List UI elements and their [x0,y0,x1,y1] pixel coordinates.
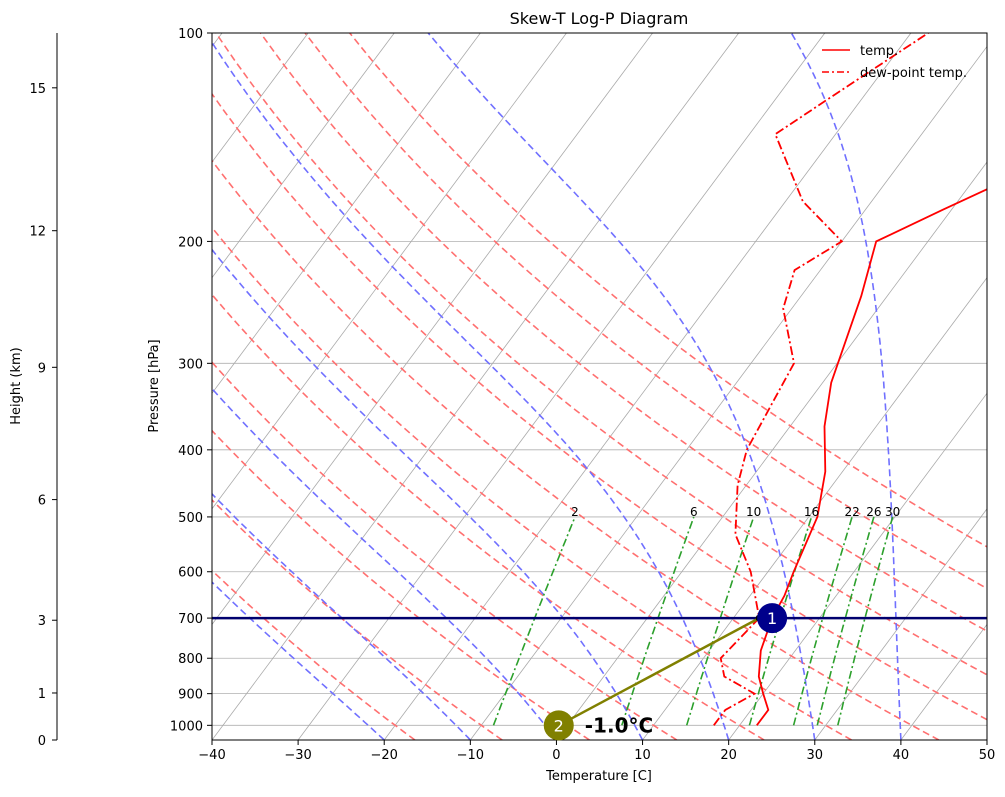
isotherm-line [0,33,394,740]
isotherm-line [0,33,50,740]
height-tick-label: 12 [29,225,46,240]
height-axis-label: Height (km) [9,347,24,424]
mixing-ratio-label: 22 [844,505,859,519]
y-tick-label: 400 [178,444,203,459]
isotherm-line [212,33,739,740]
moist-adiabat-line [0,33,556,740]
y-tick-label: 200 [178,235,203,250]
y-axis-label: Pressure [hPa] [147,339,162,432]
x-axis-label: Temperature [C] [545,769,652,784]
temperature-profile-line [757,33,1005,725]
x-tick-label: 10 [634,748,651,763]
height-tick-label: 9 [38,361,46,376]
x-tick-label: 50 [979,748,996,763]
x-tick-label: −30 [284,748,311,763]
dry-adiabat-line [127,33,939,740]
x-tick-label: 0 [552,748,560,763]
plot-frame [212,33,987,740]
height-tick-label: 3 [38,614,46,629]
y-tick-label: 700 [178,612,203,627]
mixing-ratio-label: 10 [746,505,761,519]
dry-adiabat-line [216,33,1005,740]
mixing-ratio-label: 16 [804,505,819,519]
mixing-ratio-label: 26 [866,505,881,519]
isotherm-line [0,33,480,740]
y-tick-label: 300 [178,357,203,372]
y-tick-label: 800 [178,652,203,667]
moist-adiabat-line [206,33,729,740]
y-tick-label: 600 [178,566,203,581]
dry-adiabat-line [305,33,1005,740]
x-tick-label: −10 [457,748,484,763]
dry-adiabat-line [0,33,415,740]
isotherm-line [470,33,997,740]
legend: temp. dew-point temp. [822,44,967,81]
isotherm-line [901,33,1005,740]
height-tick-label: 15 [29,82,46,97]
isotherm-line [556,33,1005,740]
isotherm-line [987,33,1005,740]
point-marker-label: 1 [767,609,777,628]
x-tick-label: −40 [198,748,225,763]
isotherm-line [815,33,1005,740]
moist-adiabat-line [0,33,384,740]
height-tick-label: 0 [38,734,46,749]
x-tick-label: 40 [893,748,910,763]
isotherm-line [126,33,653,740]
legend-dewpoint-label: dew-point temp. [860,66,967,81]
isotherm-line [643,33,1005,740]
y-tick-label: 900 [178,688,203,703]
point-marker-label: 2 [554,716,564,735]
isotherm-line [0,33,222,740]
mixing-ratio-label: 30 [885,505,900,519]
dry-adiabat-line [82,33,851,740]
y-tick-label: 100 [178,27,203,42]
x-tick-label: 30 [807,748,824,763]
sounding-layer [212,33,1005,725]
dry-adiabat-line [0,33,502,740]
isotherm-line [298,33,825,740]
isotherm-line [40,33,567,740]
height-tick-label: 1 [38,687,46,702]
y-tick-label: 1000 [170,719,203,734]
isotherm-line [384,33,911,740]
mixing-ratio-label: 6 [690,505,698,519]
y-tick-label: 500 [178,511,203,526]
height-tick-label: 6 [38,494,46,509]
mixing-ratio-label: 2 [571,505,579,519]
x-tick-label: −20 [371,748,398,763]
legend-temp-label: temp. [860,44,898,59]
chart-title: Skew-T Log-P Diagram [510,9,689,28]
x-tick-label: 20 [720,748,737,763]
isotherm-line [729,33,1005,740]
temperature-annotation: -1.0°C [585,713,653,737]
parcel-path-arrow [559,618,759,725]
